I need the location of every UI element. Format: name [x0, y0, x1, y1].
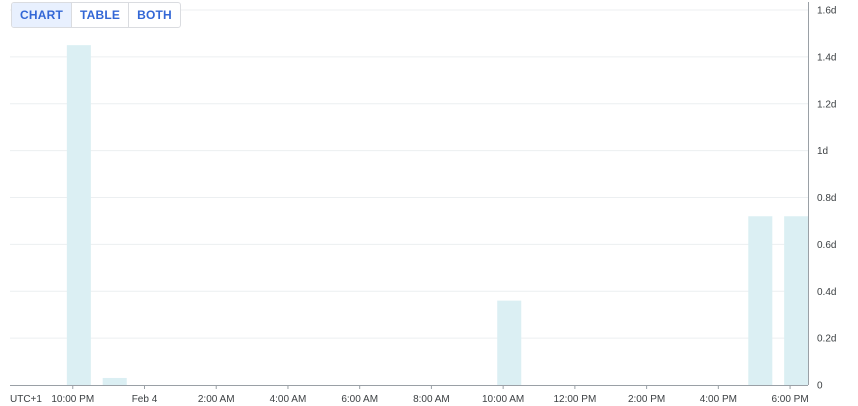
x-tick-label: 2:00 AM [198, 394, 235, 405]
y-tick-label: 1.4d [817, 52, 836, 63]
axes [10, 2, 809, 389]
x-tick-label: 8:00 AM [413, 394, 450, 405]
timezone-label: UTC+1 [10, 394, 42, 405]
y-tick-label: 0.2d [817, 334, 836, 345]
y-tick-label: 1.6d [817, 6, 836, 17]
chart-view-button[interactable]: CHART [11, 3, 72, 27]
bar[interactable] [66, 45, 91, 385]
y-tick-label: 1.2d [817, 99, 836, 110]
bar[interactable] [497, 300, 522, 385]
y-tick-labels: 0 0.2d 0.4d 0.6d 0.8d 1d 1.2d 1.4d 1.6d [817, 6, 836, 392]
y-tick-label: 0.8d [817, 193, 836, 204]
gridlines [10, 9, 808, 339]
x-tick-label: Feb 4 [132, 394, 158, 405]
x-tick-label: 2:00 PM [628, 394, 665, 405]
x-tick-labels: 10:00 PM Feb 4 2:00 AM 4:00 AM 6:00 AM 8:00 A… [51, 394, 808, 405]
both-view-button[interactable]: BOTH [128, 3, 180, 27]
view-toggle: CHART TABLE BOTH [11, 2, 181, 28]
x-tick-label: 6:00 AM [341, 394, 378, 405]
bar[interactable] [784, 216, 809, 385]
x-tick-label: 4:00 AM [270, 394, 307, 405]
table-view-button[interactable]: TABLE [71, 3, 128, 27]
bar[interactable] [748, 216, 773, 385]
x-tick-label: 10:00 AM [482, 394, 524, 405]
bars [66, 45, 809, 385]
y-tick-label: 0.4d [817, 287, 836, 298]
x-tick-label: 10:00 PM [51, 394, 94, 405]
bar[interactable] [102, 377, 127, 385]
y-tick-label: 1d [817, 146, 828, 157]
x-tick-label: 6:00 PM [771, 394, 808, 405]
x-tick-label: 4:00 PM [700, 394, 737, 405]
x-tick-label: 12:00 PM [553, 394, 596, 405]
y-tick-label: 0 [817, 381, 823, 392]
y-tick-label: 0.6d [817, 240, 836, 251]
